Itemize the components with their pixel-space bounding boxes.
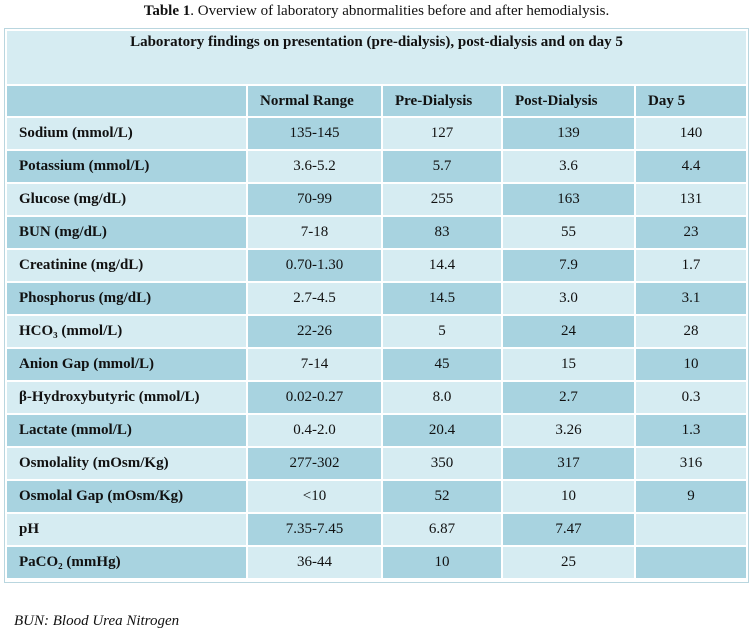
- table-title: Laboratory findings on presentation (pre…: [7, 31, 746, 84]
- value-cell: 7-18: [248, 217, 381, 248]
- header-row: Normal Range Pre-Dialysis Post-Dialysis …: [7, 86, 746, 116]
- value-cell: 7.47: [503, 514, 634, 545]
- value-cell: 24: [503, 316, 634, 347]
- table-row: HCO₃ (mmol/L) 22-26 5 24 28: [7, 316, 746, 347]
- value-cell: 135-145: [248, 118, 381, 149]
- value-cell: [636, 514, 746, 545]
- value-cell: 0.4-2.0: [248, 415, 381, 446]
- value-cell: 70-99: [248, 184, 381, 215]
- value-cell: 28: [636, 316, 746, 347]
- value-cell: 255: [383, 184, 501, 215]
- value-cell: 163: [503, 184, 634, 215]
- table-row: PaCO₂ (mmHg) 36-44 10 25: [7, 547, 746, 578]
- value-cell: 2.7-4.5: [248, 283, 381, 314]
- value-cell: 277-302: [248, 448, 381, 479]
- value-cell: 5.7: [383, 151, 501, 182]
- row-label: Potassium (mmol/L): [7, 151, 246, 182]
- table-row: Potassium (mmol/L) 3.6-5.2 5.7 3.6 4.4: [7, 151, 746, 182]
- value-cell: 0.02-0.27: [248, 382, 381, 413]
- value-cell: 52: [383, 481, 501, 512]
- value-cell: 14.5: [383, 283, 501, 314]
- table-row: Anion Gap (mmol/L) 7-14 45 15 10: [7, 349, 746, 380]
- header-cell: Normal Range: [248, 86, 381, 116]
- row-label: Anion Gap (mmol/L): [7, 349, 246, 380]
- value-cell: 131: [636, 184, 746, 215]
- table-row: Sodium (mmol/L) 135-145 127 139 140: [7, 118, 746, 149]
- value-cell: 127: [383, 118, 501, 149]
- value-cell: 0.70-1.30: [248, 250, 381, 281]
- header-cell: Day 5: [636, 86, 746, 116]
- value-cell: 5: [383, 316, 501, 347]
- table-row: Glucose (mg/dL) 70-99 255 163 131: [7, 184, 746, 215]
- row-label: BUN (mg/dL): [7, 217, 246, 248]
- table-row: pH 7.35-7.45 6.87 7.47: [7, 514, 746, 545]
- value-cell: 316: [636, 448, 746, 479]
- header-cell: Pre-Dialysis: [383, 86, 501, 116]
- value-cell: 140: [636, 118, 746, 149]
- row-label: pH: [7, 514, 246, 545]
- value-cell: 83: [383, 217, 501, 248]
- value-cell: 8.0: [383, 382, 501, 413]
- value-cell: 3.6-5.2: [248, 151, 381, 182]
- row-label: Osmolal Gap (mOsm/Kg): [7, 481, 246, 512]
- value-cell: 25: [503, 547, 634, 578]
- value-cell: 22-26: [248, 316, 381, 347]
- value-cell: 36-44: [248, 547, 381, 578]
- value-cell: 10: [503, 481, 634, 512]
- value-cell: 139: [503, 118, 634, 149]
- header-cell: [7, 86, 246, 116]
- caption-label: Table 1: [143, 3, 191, 19]
- row-label: Phosphorus (mg/dL): [7, 283, 246, 314]
- row-label: Osmolality (mOsm/Kg): [7, 448, 246, 479]
- table-row: Creatinine (mg/dL) 0.70-1.30 14.4 7.9 1.7: [7, 250, 746, 281]
- row-label: HCO₃ (mmol/L): [7, 316, 246, 347]
- value-cell: 0.3: [636, 382, 746, 413]
- table-row: Osmolality (mOsm/Kg) 277-302 350 317 316: [7, 448, 746, 479]
- value-cell: 10: [636, 349, 746, 380]
- value-cell: 317: [503, 448, 634, 479]
- caption-text: . Overview of laboratory abnormalities b…: [190, 3, 610, 19]
- value-cell: 20.4: [383, 415, 501, 446]
- value-cell: 15: [503, 349, 634, 380]
- footnote: BUN: Blood Urea Nitrogen: [14, 613, 180, 629]
- lab-findings-table-container: Laboratory findings on presentation (pre…: [4, 28, 749, 583]
- table-row: Osmolal Gap (mOsm/Kg) <10 52 10 9: [7, 481, 746, 512]
- value-cell: [636, 547, 746, 578]
- value-cell: 10: [383, 547, 501, 578]
- row-label: Lactate (mmol/L): [7, 415, 246, 446]
- value-cell: 3.1: [636, 283, 746, 314]
- table-caption: Table 1. Overview of laboratory abnormal…: [0, 2, 753, 20]
- row-label: Glucose (mg/dL): [7, 184, 246, 215]
- value-cell: 7.35-7.45: [248, 514, 381, 545]
- row-label: Sodium (mmol/L): [7, 118, 246, 149]
- header-cell: Post-Dialysis: [503, 86, 634, 116]
- value-cell: 3.6: [503, 151, 634, 182]
- table-row: BUN (mg/dL) 7-18 83 55 23: [7, 217, 746, 248]
- value-cell: 7-14: [248, 349, 381, 380]
- value-cell: 14.4: [383, 250, 501, 281]
- value-cell: 350: [383, 448, 501, 479]
- value-cell: 4.4: [636, 151, 746, 182]
- value-cell: 23: [636, 217, 746, 248]
- lab-findings-table: Laboratory findings on presentation (pre…: [5, 29, 748, 580]
- value-cell: 1.7: [636, 250, 746, 281]
- table-row: Lactate (mmol/L) 0.4-2.0 20.4 3.26 1.3: [7, 415, 746, 446]
- row-label: Creatinine (mg/dL): [7, 250, 246, 281]
- value-cell: 9: [636, 481, 746, 512]
- value-cell: 3.0: [503, 283, 634, 314]
- row-label: β-Hydroxybutyric (mmol/L): [7, 382, 246, 413]
- value-cell: 3.26: [503, 415, 634, 446]
- value-cell: 2.7: [503, 382, 634, 413]
- value-cell: 45: [383, 349, 501, 380]
- value-cell: 55: [503, 217, 634, 248]
- value-cell: <10: [248, 481, 381, 512]
- value-cell: 7.9: [503, 250, 634, 281]
- value-cell: 6.87: [383, 514, 501, 545]
- row-label: PaCO₂ (mmHg): [7, 547, 246, 578]
- value-cell: 1.3: [636, 415, 746, 446]
- table-row: Phosphorus (mg/dL) 2.7-4.5 14.5 3.0 3.1: [7, 283, 746, 314]
- table-row: β-Hydroxybutyric (mmol/L) 0.02-0.27 8.0 2.7…: [7, 382, 746, 413]
